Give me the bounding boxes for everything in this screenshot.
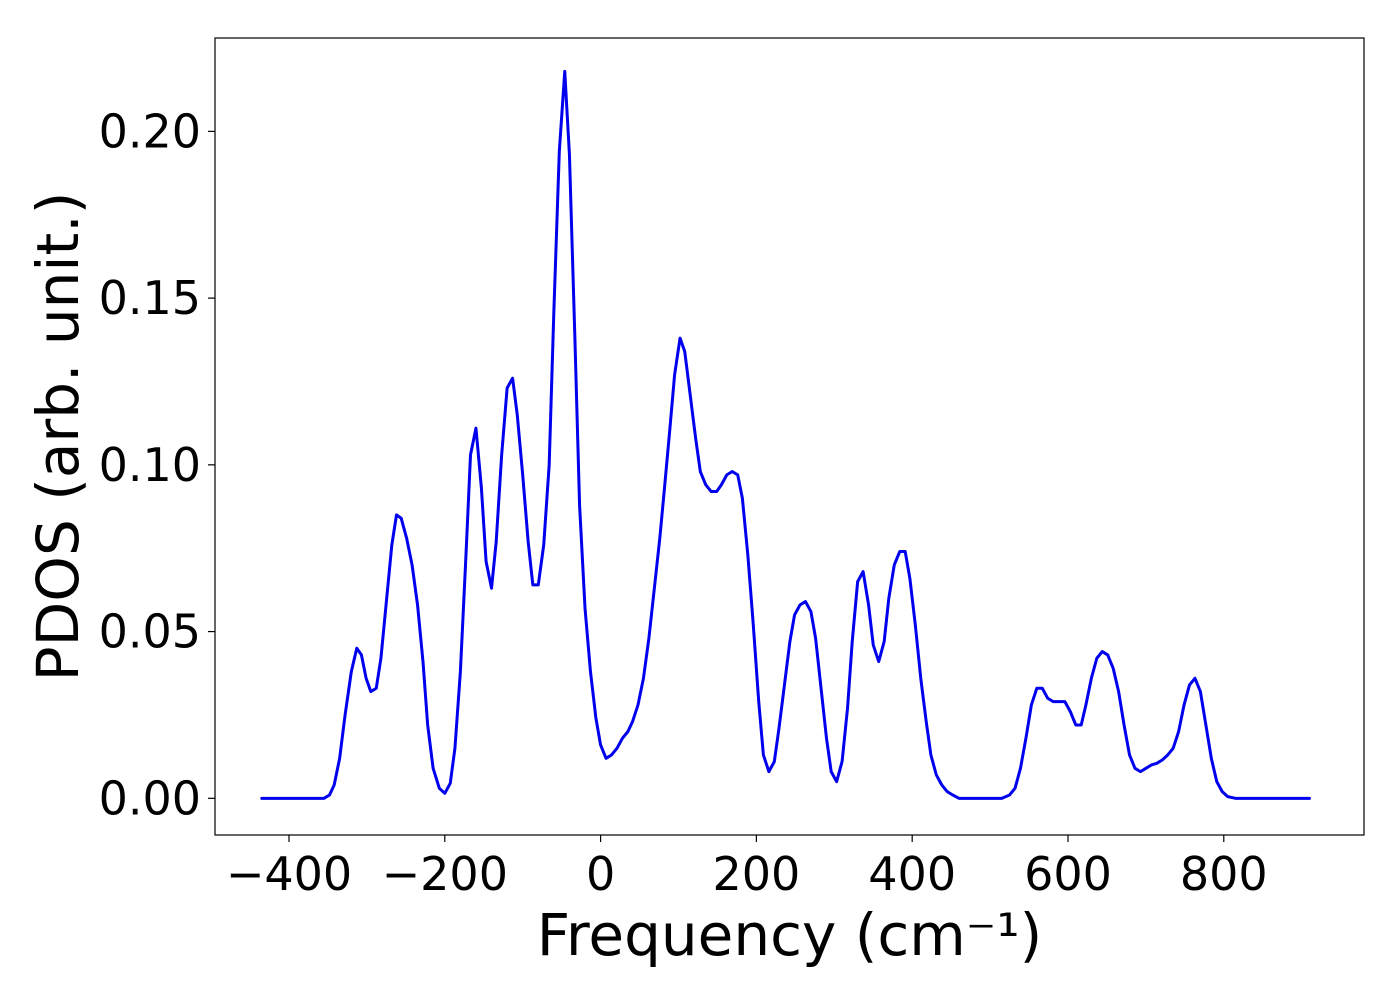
x-tick-label: 0 <box>586 847 615 901</box>
x-tick-label: 400 <box>868 847 956 901</box>
x-tick-label: 800 <box>1180 847 1268 901</box>
x-tick-label: −200 <box>382 847 508 901</box>
plot-frame <box>214 37 1365 836</box>
x-axis-label: Frequency (cm⁻¹) <box>537 901 1043 969</box>
y-tick-label: 0.15 <box>99 271 201 325</box>
x-tick-label: 600 <box>1024 847 1112 901</box>
y-tick-label: 0.10 <box>99 438 201 492</box>
y-tick-label: 0.05 <box>99 605 201 659</box>
x-axis-ticks: −400 −200 0 200 400 600 800 <box>226 835 1268 901</box>
y-axis-label: PDOS (arb. unit.) <box>24 192 92 682</box>
y-tick-label: 0.00 <box>99 771 201 825</box>
y-axis-ticks: 0.00 0.05 0.10 0.15 0.20 <box>99 104 215 825</box>
x-tick-label: −400 <box>226 847 352 901</box>
pdos-series-line <box>260 69 1311 800</box>
plot-lines <box>260 69 1311 800</box>
x-tick-label: 200 <box>712 847 800 901</box>
y-tick-label: 0.20 <box>99 104 201 158</box>
